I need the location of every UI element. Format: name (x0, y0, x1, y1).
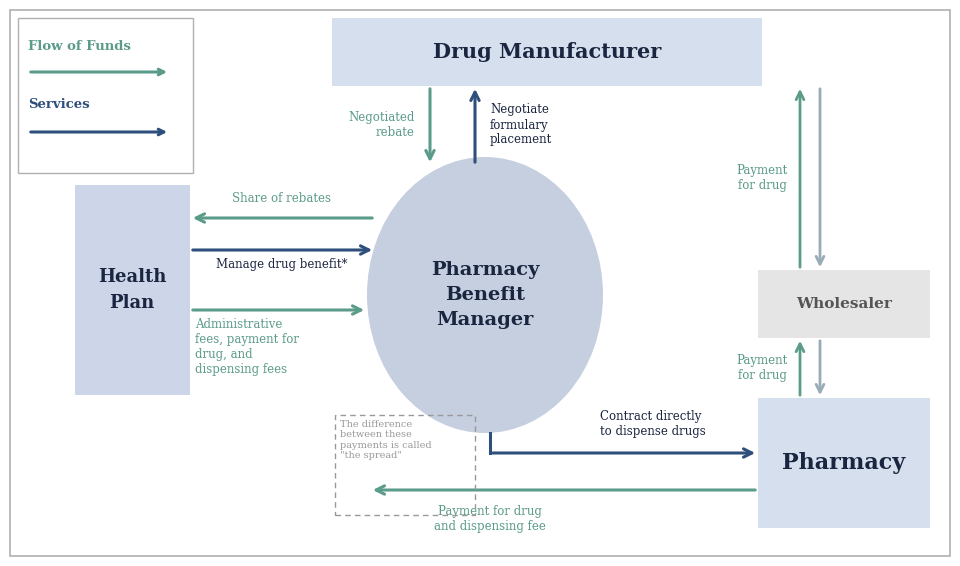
Bar (758, 270, 930, 338)
Text: Share of rebates: Share of rebates (232, 192, 331, 205)
Text: Contract directly
to dispense drugs: Contract directly to dispense drugs (600, 410, 706, 438)
Text: Negotiate
formulary
placement: Negotiate formulary placement (490, 104, 552, 147)
Text: The difference
between these
payments is called
"the spread": The difference between these payments is… (340, 420, 432, 460)
Text: Pharmacy: Pharmacy (782, 452, 905, 474)
Text: Flow of Funds: Flow of Funds (28, 40, 131, 53)
Text: Manage drug benefit*: Manage drug benefit* (216, 258, 348, 271)
Text: Pharmacy
Benefit
Manager: Pharmacy Benefit Manager (431, 261, 540, 329)
Text: Wholesaler: Wholesaler (796, 297, 892, 311)
Text: Administrative
fees, payment for
drug, and
dispensing fees: Administrative fees, payment for drug, a… (195, 318, 299, 376)
Text: Payment
for drug: Payment for drug (736, 164, 787, 192)
Text: Drug Manufacturer: Drug Manufacturer (433, 42, 661, 62)
Bar (75, 185, 190, 395)
Text: Services: Services (28, 98, 89, 111)
Bar (335, 415, 475, 515)
Bar (18, 18, 193, 173)
Text: Health
Plan: Health Plan (98, 268, 166, 311)
Text: Negotiated
rebate: Negotiated rebate (348, 111, 415, 139)
Ellipse shape (367, 157, 603, 433)
Text: Payment for drug
and dispensing fee: Payment for drug and dispensing fee (434, 505, 546, 533)
Bar (758, 398, 930, 528)
Text: Payment
for drug: Payment for drug (736, 354, 787, 382)
Bar (332, 18, 762, 86)
